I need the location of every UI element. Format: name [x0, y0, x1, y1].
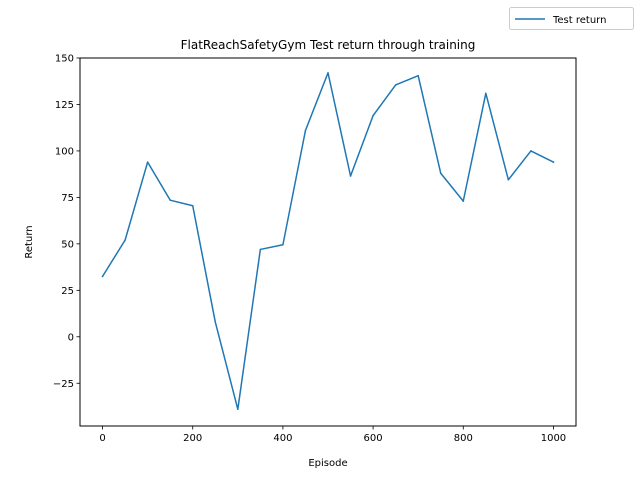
y-tick-label: 125 [55, 100, 74, 111]
series-line [101, 72, 555, 411]
y-axis-ticks: −25 0 25 50 75 100 125 150 [53, 54, 80, 390]
data-point [169, 199, 171, 201]
data-point [327, 72, 329, 74]
data-point [552, 161, 555, 163]
x-tick-label: 600 [364, 433, 383, 444]
x-tick-label: 200 [183, 433, 202, 444]
x-tick-label: 400 [273, 433, 292, 444]
legend-box [509, 7, 634, 30]
data-point [485, 92, 487, 95]
data-point [439, 172, 442, 174]
data-point [237, 408, 239, 411]
data-point [507, 178, 510, 181]
data-point [417, 74, 419, 77]
data-point [349, 175, 352, 177]
y-tick-label: 150 [55, 54, 74, 65]
data-point [530, 150, 532, 152]
data-point [372, 114, 374, 117]
y-tick-label: 100 [55, 146, 74, 157]
y-tick-label: 0 [68, 332, 74, 343]
data-point [304, 129, 307, 132]
data-point [462, 200, 465, 202]
x-axis-label: Episode [308, 458, 347, 469]
x-tick-label: 1000 [541, 433, 566, 444]
y-axis-label: Return [24, 225, 35, 258]
y-tick-label: 50 [61, 239, 74, 250]
y-tick-label: 75 [61, 193, 74, 204]
data-point [191, 205, 194, 207]
data-point [124, 239, 126, 241]
plot-frame [79, 57, 577, 427]
data-point [101, 275, 104, 278]
data-point [259, 248, 262, 251]
data-point [282, 244, 284, 246]
y-tick-label: 25 [61, 286, 74, 297]
x-axis-ticks: 0 200 400 600 800 1000 [99, 426, 566, 444]
data-point [214, 321, 217, 323]
series-group [101, 72, 555, 411]
legend: Test return [509, 7, 634, 30]
chart-title: FlatReachSafetyGym Test return through t… [181, 38, 476, 52]
x-tick-label: 800 [454, 433, 473, 444]
legend-label: Test return [552, 15, 606, 26]
data-point [146, 161, 149, 163]
data-point [394, 84, 397, 86]
y-tick-label: −25 [53, 379, 74, 390]
x-tick-label: 0 [99, 433, 105, 444]
